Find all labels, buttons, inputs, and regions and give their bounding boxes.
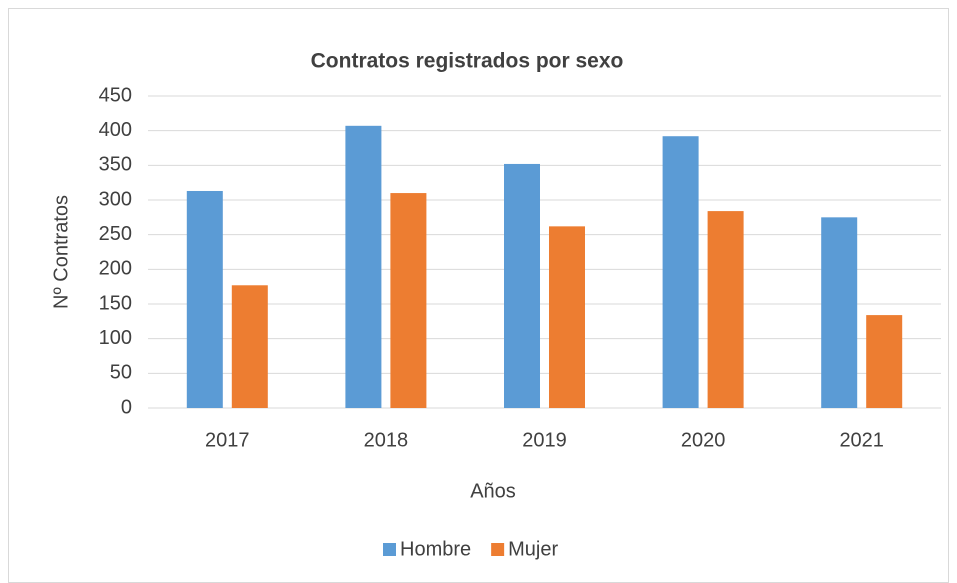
- y-axis-label: Nº Contratos: [50, 195, 72, 309]
- y-tick-label: 250: [99, 223, 132, 245]
- y-tick-label: 400: [99, 119, 132, 141]
- y-tick-label: 0: [121, 396, 132, 418]
- y-tick-label: 450: [99, 84, 132, 106]
- x-tick-label: 2018: [364, 429, 409, 451]
- bar: [345, 125, 382, 409]
- bar: [186, 190, 223, 408]
- y-tick-label: 350: [99, 154, 132, 176]
- bar: [390, 193, 427, 408]
- bar: [549, 226, 585, 408]
- legend-swatch: [491, 543, 505, 556]
- legend-swatch: [383, 543, 396, 556]
- y-tick-label: 50: [110, 362, 132, 384]
- x-tick-label: 2020: [681, 429, 726, 451]
- bar: [821, 217, 858, 408]
- bar: [662, 136, 699, 409]
- x-tick-label: 2021: [839, 429, 884, 451]
- y-tick-label: 200: [99, 258, 132, 280]
- y-tick-label: 100: [99, 327, 132, 349]
- x-axis-label: Años: [470, 480, 516, 502]
- chart-title: Contratos registrados por sexo: [311, 50, 624, 73]
- x-tick-label: 2017: [205, 429, 250, 451]
- legend-label: Mujer: [508, 538, 558, 560]
- chart-border: [8, 8, 949, 583]
- bar: [866, 315, 903, 408]
- bar: [231, 285, 268, 408]
- x-tick-label: 2019: [522, 429, 567, 451]
- bar: [504, 163, 540, 408]
- y-tick-label: 300: [99, 188, 132, 210]
- bar: [707, 211, 744, 408]
- legend-label: Hombre: [400, 538, 471, 560]
- y-tick-label: 150: [99, 292, 132, 314]
